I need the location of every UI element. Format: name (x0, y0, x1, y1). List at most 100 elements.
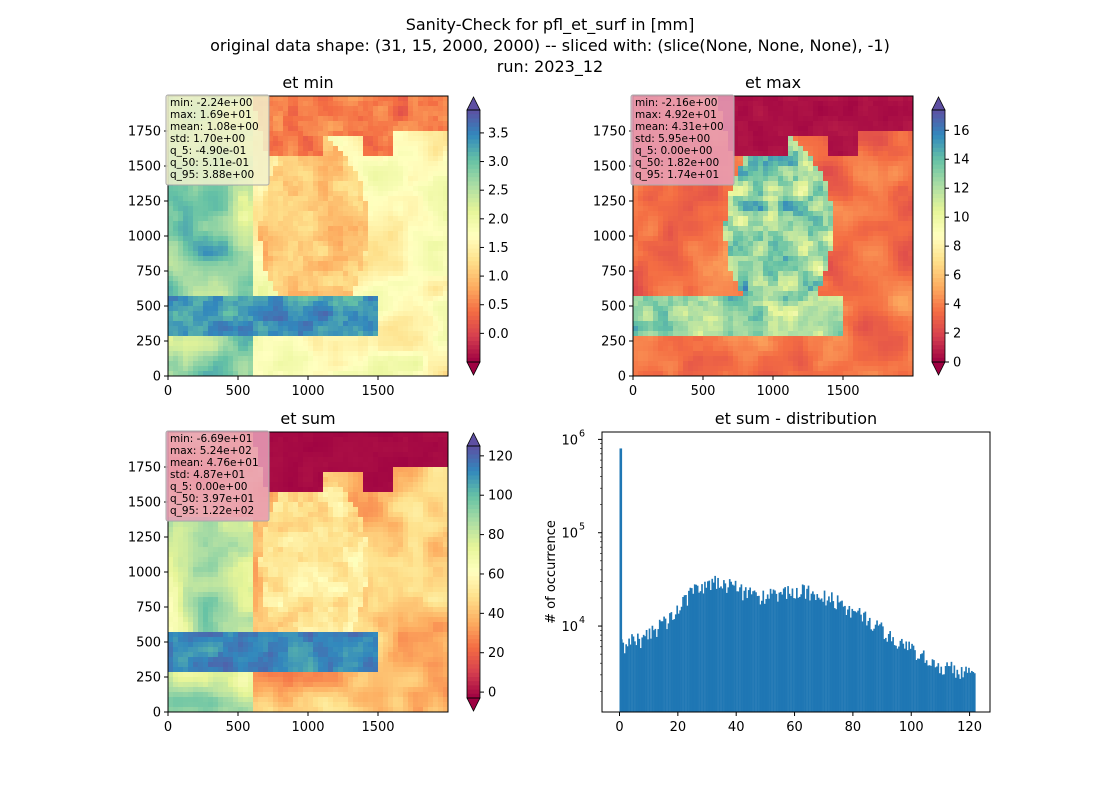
heatmap-cell (373, 211, 379, 217)
heatmap-cell (768, 111, 774, 117)
heatmap-cell (408, 116, 414, 122)
heatmap-cell (263, 216, 269, 222)
heatmap-cell (423, 116, 429, 122)
heatmap-cell (268, 246, 274, 252)
heatmap-cell (273, 191, 279, 197)
heatmap-cell (398, 341, 404, 347)
heatmap-cell (768, 331, 774, 337)
heatmap-cell (653, 271, 659, 277)
heatmap-cell (308, 136, 314, 142)
heatmap-cell (408, 341, 414, 347)
heatmap-cell (418, 166, 424, 172)
heatmap-cell (313, 171, 319, 177)
heatmap-cell (728, 221, 734, 227)
heatmap-cell (658, 306, 664, 312)
heatmap-cell (393, 156, 399, 162)
heatmap-cell (203, 286, 209, 292)
heatmap-cell (693, 251, 699, 257)
heatmap-cell (428, 341, 434, 347)
heatmap-cell (313, 281, 319, 287)
heatmap-cell (213, 201, 219, 207)
heatmap-cell (438, 106, 444, 112)
heatmap-cell (358, 341, 364, 347)
heatmap-cell (773, 126, 779, 132)
heatmap-cell (748, 156, 754, 162)
heatmap-cell (293, 261, 299, 267)
heatmap-cell (248, 201, 254, 207)
heatmap-cell (743, 311, 749, 317)
heatmap-cell (438, 146, 444, 152)
heatmap-cell (188, 356, 194, 362)
heatmap-cell (748, 246, 754, 252)
heatmap-cell (758, 126, 764, 132)
heatmap-cell (683, 296, 689, 302)
heatmap-cell (708, 221, 714, 227)
heatmap-cell (773, 206, 779, 212)
heatmap-cell (173, 236, 179, 242)
heatmap-cell (648, 346, 654, 352)
heatmap-cell (288, 311, 294, 317)
heatmap-cell (318, 301, 324, 307)
heatmap-cell (683, 251, 689, 257)
heatmap-cell (703, 356, 709, 362)
heatmap-cell (168, 206, 174, 212)
heatmap-cell (353, 336, 359, 342)
heatmap-cell (433, 146, 439, 152)
heatmap-cell (313, 196, 319, 202)
heatmap-cell (683, 331, 689, 337)
heatmap-cell (338, 151, 344, 157)
heatmap-cell (778, 126, 784, 132)
heatmap-cell (373, 126, 379, 132)
heatmap-cell (203, 336, 209, 342)
heatmap-cell (718, 356, 724, 362)
heatmap-cell (318, 331, 324, 337)
heatmap-cell (693, 186, 699, 192)
heatmap-cell (178, 266, 184, 272)
heatmap-cell (198, 241, 204, 247)
heatmap-cell (283, 271, 289, 277)
heatmap-cell (253, 246, 259, 252)
heatmap-cell (328, 316, 334, 322)
heatmap-cell (308, 231, 314, 237)
heatmap-cell (368, 96, 374, 102)
heatmap-cell (193, 351, 199, 357)
heatmap-cell (388, 316, 394, 322)
heatmap-cell (283, 326, 289, 332)
heatmap-cell (783, 361, 789, 367)
heatmap-cell (733, 296, 739, 302)
heatmap-cell (243, 351, 249, 357)
heatmap-cell (358, 216, 364, 222)
heatmap-cell (773, 96, 779, 102)
colorbar-segment (467, 164, 480, 170)
heatmap-cell (408, 186, 414, 192)
heatmap-cell (383, 256, 389, 262)
heatmap-cell (738, 246, 744, 252)
heatmap-cell (403, 116, 409, 122)
heatmap-cell (763, 341, 769, 347)
heatmap-cell (758, 246, 764, 252)
heatmap-cell (663, 276, 669, 282)
heatmap-cell (198, 251, 204, 257)
heatmap-cell (668, 246, 674, 252)
heatmap-cell (708, 366, 714, 372)
heatmap-cell (708, 356, 714, 362)
heatmap-cell (723, 271, 729, 277)
heatmap-cell (368, 161, 374, 167)
heatmap-cell (718, 221, 724, 227)
heatmap-cell (188, 261, 194, 267)
heatmap-cell (723, 286, 729, 292)
heatmap-cell (433, 166, 439, 172)
heatmap-cell (358, 301, 364, 307)
heatmap-cell (293, 351, 299, 357)
heatmap-cell (413, 301, 419, 307)
heatmap-cell (303, 111, 309, 117)
heatmap-cell (293, 336, 299, 342)
heatmap-cell (238, 296, 244, 302)
heatmap-cell (748, 221, 754, 227)
heatmap-cell (268, 261, 274, 267)
heatmap-cell (268, 171, 274, 177)
heatmap-cell (298, 291, 304, 297)
heatmap-cell (348, 246, 354, 252)
heatmap-cell (753, 96, 759, 102)
